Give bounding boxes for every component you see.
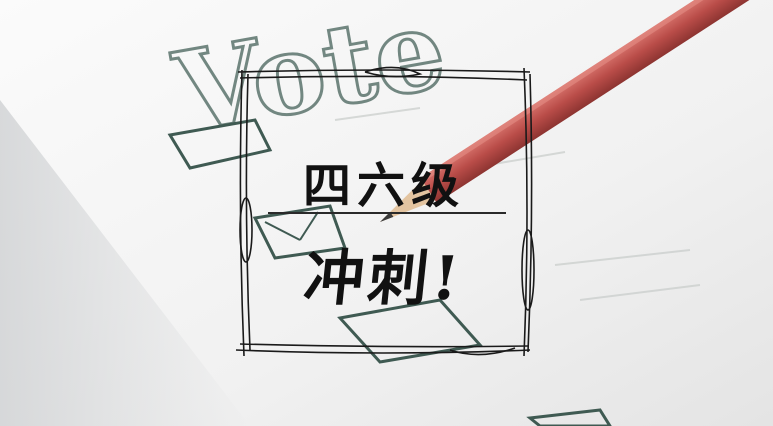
title-line-1: 四六级 (302, 158, 465, 214)
title-divider (268, 212, 506, 214)
red-pencil (380, 0, 773, 222)
checkbox-4 (526, 408, 612, 426)
checkbox-1 (167, 118, 273, 170)
sketch-frame (235, 66, 535, 357)
title-line-2: 冲刺! (300, 244, 467, 314)
title-frame: 四六级 冲刺! (236, 66, 532, 360)
checkbox-3 (337, 298, 483, 364)
checkbox-2 (252, 204, 348, 260)
ballot-checkboxes (167, 118, 612, 426)
